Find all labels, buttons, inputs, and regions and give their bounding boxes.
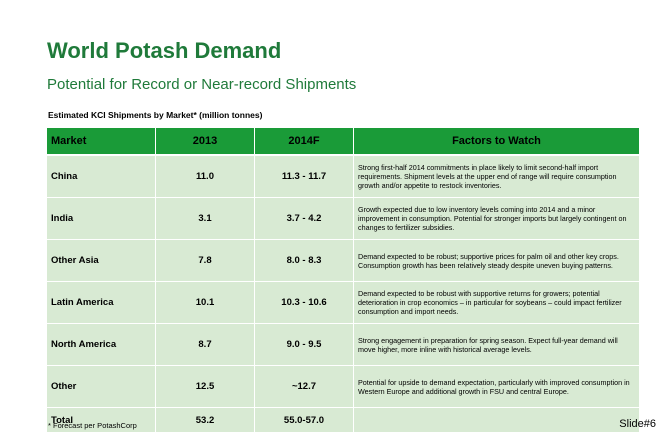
value-2013-cell: 12.5	[155, 365, 255, 408]
page-subtitle: Potential for Record or Near-record Ship…	[47, 76, 357, 93]
market-cell: Other	[46, 365, 156, 408]
value-2014f-cell: ~12.7	[254, 365, 354, 408]
market-cell: North America	[46, 323, 156, 366]
value-2014f-cell: 8.0 - 8.3	[254, 239, 354, 282]
value-2014f-cell: 3.7 - 4.2	[254, 197, 354, 240]
value-2013-cell: 11.0	[155, 154, 255, 198]
table-row: North America 8.7 9.0 - 9.5 Strong engag…	[46, 323, 640, 366]
table-header-row: Market 2013 2014F Factors to Watch	[46, 127, 640, 156]
total-2013-cell: 53.2	[155, 407, 255, 433]
value-2013-cell: 7.8	[155, 239, 255, 282]
table-row: India 3.1 3.7 - 4.2 Growth expected due …	[46, 197, 640, 240]
market-cell: Latin America	[46, 281, 156, 324]
value-2014f-cell: 9.0 - 9.5	[254, 323, 354, 366]
total-row: Total 53.2 55.0-57.0	[46, 407, 640, 433]
value-2014f-cell: 10.3 - 10.6	[254, 281, 354, 324]
factors-cell: Demand expected to be robust; supportive…	[353, 239, 640, 282]
market-cell: Other Asia	[46, 239, 156, 282]
factors-cell: Strong first-half 2014 commitments in pl…	[353, 154, 640, 198]
header-market: Market	[46, 127, 156, 156]
market-cell: India	[46, 197, 156, 240]
page-title: World Potash Demand	[47, 38, 282, 63]
total-factors-cell	[353, 407, 640, 433]
factors-cell: Growth expected due to low inventory lev…	[353, 197, 640, 240]
table-row: Latin America 10.1 10.3 - 10.6 Demand ex…	[46, 281, 640, 324]
header-2014f: 2014F	[254, 127, 354, 156]
header-factors: Factors to Watch	[353, 127, 640, 156]
total-label-cell: Total	[46, 407, 156, 433]
table-caption: Estimated KCI Shipments by Market* (mill…	[48, 110, 263, 120]
factors-cell: Strong engagement in preparation for spr…	[353, 323, 640, 366]
total-2014f-cell: 55.0-57.0	[254, 407, 354, 433]
table-row: Other 12.5 ~12.7 Potential for upside to…	[46, 365, 640, 408]
value-2013-cell: 10.1	[155, 281, 255, 324]
header-2013: 2013	[155, 127, 255, 156]
table-row: China 11.0 11.3 - 11.7 Strong first-half…	[46, 154, 640, 198]
slide-number: Slide#6	[619, 418, 656, 430]
factors-cell: Potential for upside to demand expectati…	[353, 365, 640, 408]
footnote: * Forecast per PotashCorp	[48, 421, 137, 430]
table-row: Other Asia 7.8 8.0 - 8.3 Demand expected…	[46, 239, 640, 282]
market-cell: China	[46, 154, 156, 198]
shipments-table: Market 2013 2014F Factors to Watch China…	[46, 127, 640, 433]
value-2013-cell: 8.7	[155, 323, 255, 366]
value-2013-cell: 3.1	[155, 197, 255, 240]
value-2014f-cell: 11.3 - 11.7	[254, 154, 354, 198]
factors-cell: Demand expected to be robust with suppor…	[353, 281, 640, 324]
